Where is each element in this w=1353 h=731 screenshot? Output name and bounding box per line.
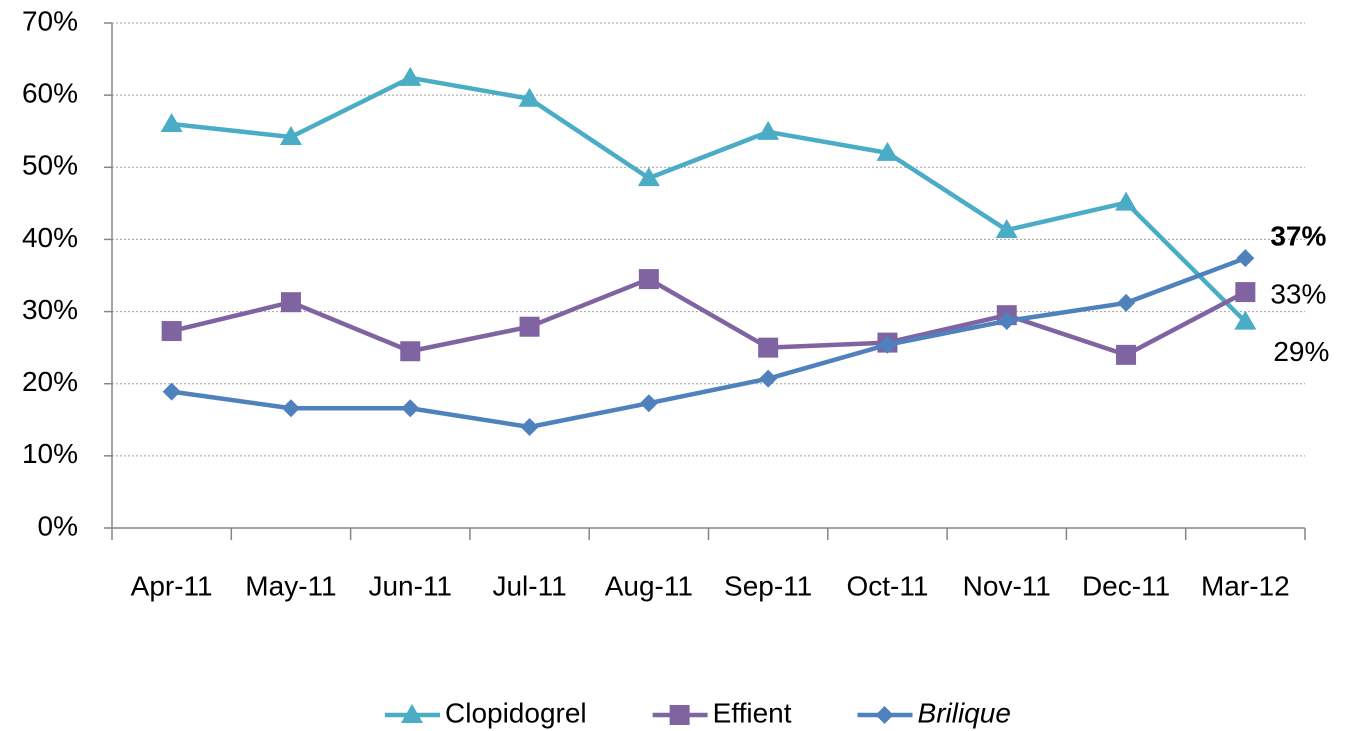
y-tick-label: 30%	[22, 294, 78, 325]
series-line	[171, 256, 1247, 430]
legend-marker	[401, 704, 423, 723]
x-tick-label: Sep-11	[724, 570, 812, 601]
data-point	[1116, 344, 1137, 365]
data-label: 33%	[1270, 278, 1326, 309]
data-point	[1115, 191, 1138, 211]
y-tick-label: 20%	[22, 366, 78, 397]
legend-marker	[669, 705, 690, 725]
y-tick-label: 50%	[22, 150, 78, 181]
legend-marker	[875, 706, 894, 724]
data-point	[401, 399, 420, 418]
data-point	[759, 369, 778, 388]
data-point	[518, 87, 541, 107]
data-point	[280, 292, 301, 313]
data-point	[995, 219, 1018, 239]
series-line	[171, 75, 1247, 324]
y-tick-label: 10%	[22, 438, 78, 469]
data-point	[520, 418, 539, 436]
y-tick-label: 60%	[22, 78, 78, 109]
x-tick-label: Aug-11	[605, 570, 693, 601]
data-point	[758, 337, 779, 358]
x-tick-label: Apr-11	[131, 570, 213, 601]
legend-label: Effient	[713, 697, 792, 728]
series-line	[171, 276, 1247, 358]
data-point	[281, 399, 300, 418]
data-point	[161, 321, 182, 342]
data-point	[1234, 310, 1257, 330]
data-point	[399, 66, 422, 86]
data-point	[757, 120, 780, 140]
data-point	[639, 394, 658, 413]
data-point	[1117, 293, 1136, 312]
x-tick-label: Mar-12	[1201, 570, 1290, 601]
x-tick-label: Jul-11	[492, 570, 566, 601]
legend-label: Clopidogrel	[445, 697, 587, 728]
x-tick-label: Dec-11	[1082, 570, 1170, 601]
data-point	[162, 382, 181, 401]
data-point	[638, 269, 659, 290]
x-tick-label: Jun-11	[368, 570, 452, 601]
x-tick-label: May-11	[245, 570, 336, 601]
x-tick-label: Oct-11	[846, 570, 928, 601]
data-label: 37%	[1270, 221, 1326, 252]
data-point	[1236, 249, 1255, 268]
data-point	[519, 316, 540, 337]
legend-label: Brilique	[918, 697, 1011, 728]
y-tick-label: 70%	[22, 5, 78, 36]
y-tick-label: 0%	[38, 510, 78, 541]
data-point	[997, 311, 1016, 330]
x-tick-label: Nov-11	[963, 570, 1051, 601]
y-tick-label: 40%	[22, 222, 78, 253]
data-point	[1235, 282, 1256, 303]
data-point	[400, 341, 421, 362]
data-point	[878, 335, 897, 354]
data-point	[876, 141, 899, 161]
data-point	[160, 113, 183, 132]
data-label: 29%	[1273, 336, 1329, 367]
data-point	[637, 167, 660, 187]
data-point	[279, 125, 302, 145]
